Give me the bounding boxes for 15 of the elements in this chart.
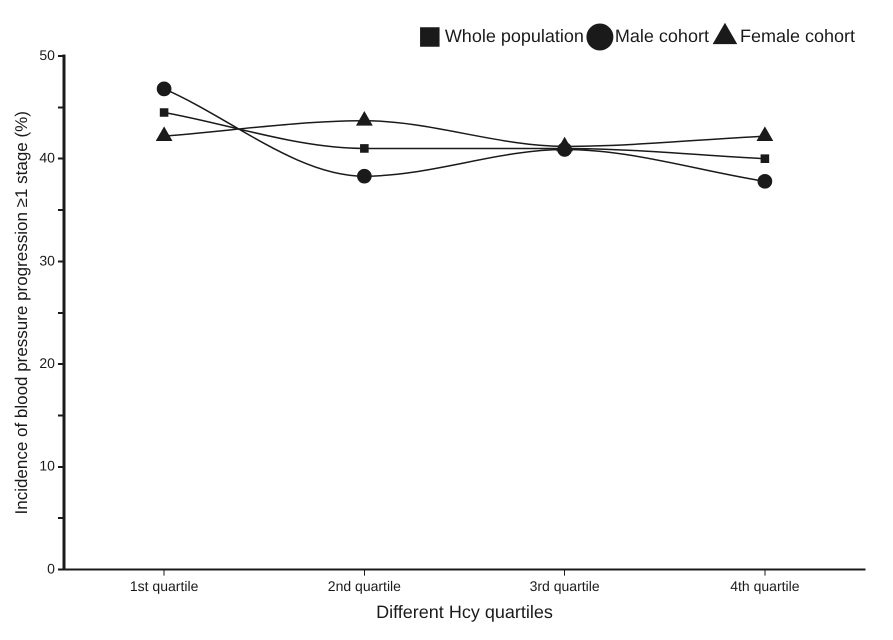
x-tick-label: 2nd quartile bbox=[328, 578, 402, 594]
y-tick-label: 0 bbox=[47, 560, 56, 576]
y-tick-label: 10 bbox=[39, 458, 56, 474]
y-tick-label: 50 bbox=[39, 46, 56, 63]
y-axis-title: Incidence of blood pressure progression ≥1 stage (%) bbox=[12, 111, 31, 514]
x-tick-label: 3rd quartile bbox=[530, 578, 600, 594]
x-axis-title: Different Hcy quartiles bbox=[376, 602, 553, 622]
y-tick-label: 30 bbox=[39, 252, 56, 268]
legend-label: Male cohort bbox=[614, 26, 709, 46]
y-tick-label: 40 bbox=[39, 150, 56, 166]
legend-label: Female cohort bbox=[740, 26, 856, 46]
y-tick-label: 20 bbox=[39, 355, 56, 372]
legend-label: Whole population bbox=[444, 26, 584, 46]
x-tick-label: 4th quartile bbox=[730, 578, 800, 594]
x-tick-label: 1st quartile bbox=[130, 578, 199, 594]
